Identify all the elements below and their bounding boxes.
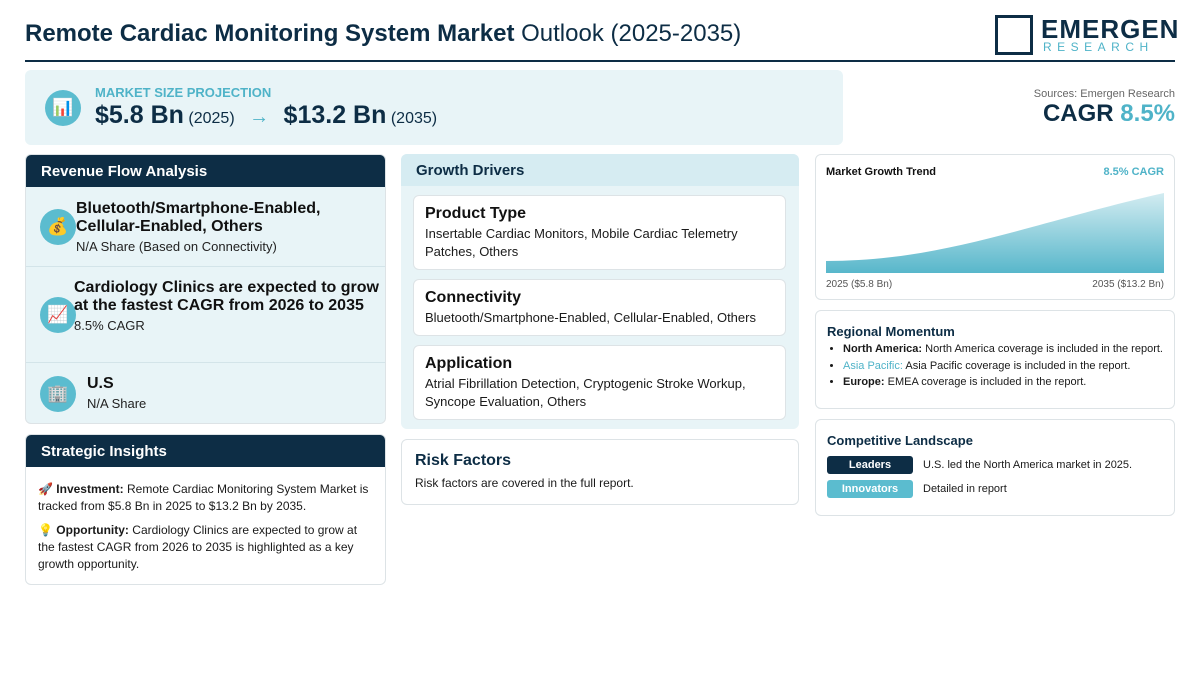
driver-title: Connectivity: [425, 289, 522, 306]
projection-box: 📊 MARKET SIZE PROJECTION $5.8 Bn (2025) …: [25, 70, 843, 145]
competitor-badge: Leaders: [827, 456, 913, 474]
revenue-item: 📈 Cardiology Clinics are expected to gro…: [26, 267, 385, 363]
revenue-flow-title: Revenue Flow Analysis: [26, 155, 385, 187]
competitor-text: Detailed in report: [923, 483, 1007, 495]
item-text: U.S N/A Share: [87, 375, 377, 411]
insight-label: Opportunity:: [56, 523, 129, 537]
start-year: (2025): [188, 110, 235, 127]
item-text: Bluetooth/Smartphone-Enabled, Cellular-E…: [76, 200, 376, 254]
trend-title: Market Growth Trend: [826, 166, 936, 178]
driver-title: Product Type: [425, 205, 527, 222]
item-title: Bluetooth/Smartphone-Enabled, Cellular-E…: [76, 200, 321, 235]
competitor-row: Innovators Detailed in report: [827, 480, 1007, 498]
trend-chart: Market Growth Trend 8.5% CAGR 2025 ($5.8…: [826, 166, 1164, 290]
growth-drivers-card: Growth Drivers Product Type Insertable Ca…: [401, 154, 799, 429]
region-text: EMEA coverage is included in the report.: [887, 376, 1087, 388]
trend-card: Market Growth Trend 8.5% CAGR 2025 ($5.8…: [815, 154, 1175, 300]
competitive-card: Competitive Landscape Leaders U.S. led th…: [815, 419, 1175, 516]
title-rest: Outlook (2025-2035): [521, 20, 742, 47]
insight-label: Investment:: [56, 482, 124, 496]
competitive-title: Competitive Landscape: [827, 433, 973, 448]
revenue-item: 🏢 U.S N/A Share: [26, 363, 385, 423]
item-icon: 💰: [40, 209, 76, 245]
regional-list: North America: North America coverage is…: [816, 341, 1171, 391]
driver: Connectivity Bluetooth/Smartphone-Enabled…: [413, 279, 786, 336]
risk-title: Risk Factors: [415, 452, 512, 469]
cagr: CAGR 8.5%: [1043, 100, 1175, 128]
logo-sub: RESEARCH: [1043, 40, 1154, 54]
driver: Product Type Insertable Cardiac Monitors,…: [413, 195, 786, 270]
cagr-label: CAGR: [1042, 100, 1114, 127]
projection-values: $5.8 Bn (2025) → $13.2 Bn (2035): [95, 101, 437, 130]
logo-main: EMERGEN: [1041, 14, 1180, 44]
driver-title: Application: [425, 355, 513, 372]
trend-area: [826, 193, 1164, 273]
region-item: North America: North America coverage is…: [843, 341, 1171, 358]
trend-label: 2035 ($13.2 Bn): [1092, 279, 1164, 290]
driver-text: Atrial Fibrillation Detection, Cryptogen…: [425, 376, 746, 409]
driver-text: Insertable Cardiac Monitors, Mobile Card…: [425, 226, 738, 259]
insight-text: Cardiology Clinics are expected to grow …: [38, 523, 358, 571]
insight-text: Remote Cardiac Monitoring System Market …: [38, 482, 369, 513]
competitor-text: U.S. led the North America market in 202…: [923, 459, 1133, 471]
header-title: Remote Cardiac Monitoring System Market …: [25, 20, 741, 48]
region-text: Asia Pacific coverage is included in the…: [905, 359, 1131, 372]
region-item: Europe: EMEA coverage is included in the…: [843, 374, 1171, 391]
regional-card: Regional Momentum North America: North A…: [815, 310, 1175, 409]
region-name: North America:: [843, 343, 923, 355]
strategic-card: Strategic Insights 🚀 Investment: Remote …: [25, 434, 386, 585]
item-subtitle: N/A Share (Based on Connectivity): [76, 239, 277, 254]
trend-label: 2025 ($5.8 Bn): [826, 279, 892, 290]
cagr-value: 8.5%: [1120, 100, 1175, 127]
item-subtitle: 8.5% CAGR: [74, 318, 145, 333]
trend-badge: 8.5% CAGR: [1103, 166, 1164, 178]
arrow: →: [249, 106, 270, 128]
strategic-title: Strategic Insights: [26, 435, 385, 467]
region-item: Asia Pacific: Asia Pacific coverage is i…: [843, 358, 1171, 375]
item-subtitle: N/A Share: [87, 396, 147, 411]
item-title: Cardiology Clinics are expected to grow …: [74, 279, 379, 314]
item-icon: 🏢: [40, 376, 76, 412]
end-year: (2035): [390, 110, 438, 127]
region-name: Europe:: [843, 376, 885, 388]
growth-drivers-title: Growth Drivers: [401, 154, 799, 186]
end-value: $13.2 Bn: [283, 101, 387, 129]
revenue-item: 💰 Bluetooth/Smartphone-Enabled, Cellular…: [26, 188, 385, 267]
logo: EMERGEN RESEARCH: [995, 14, 1178, 56]
regional-title: Regional Momentum: [827, 324, 955, 339]
driver: Application Atrial Fibrillation Detection…: [413, 345, 786, 420]
risk-card: Risk Factors Risk factors are covered in…: [401, 439, 799, 505]
driver-text: Bluetooth/Smartphone-Enabled, Cellular-E…: [425, 310, 756, 325]
header-rule: [25, 60, 1175, 62]
projection-label: MARKET SIZE PROJECTION: [95, 85, 272, 100]
title-bold: Remote Cardiac Monitoring System Market: [25, 20, 515, 47]
logo-mark: [995, 15, 1033, 55]
projection-icon: 📊: [45, 90, 81, 126]
region-name: Asia Pacific:: [843, 359, 903, 372]
revenue-flow-card: Revenue Flow Analysis 💰 Bluetooth/Smartp…: [25, 154, 386, 424]
competitor-row: Leaders U.S. led the North America market…: [827, 456, 1132, 474]
item-title: U.S: [87, 375, 114, 392]
region-text: North America coverage is included in th…: [925, 343, 1163, 355]
insight: 🚀 Investment: Remote Cardiac Monitoring …: [38, 482, 369, 513]
sources: Sources: Emergen Research: [1033, 88, 1175, 100]
insight: 💡 Opportunity: Cardiology Clinics are ex…: [38, 523, 358, 571]
competitor-badge: Innovators: [827, 480, 913, 498]
risk-text: Risk factors are covered in the full rep…: [415, 476, 634, 490]
item-icon: 📈: [40, 297, 76, 333]
item-text: Cardiology Clinics are expected to grow …: [74, 279, 379, 333]
start-value: $5.8 Bn: [95, 101, 184, 129]
